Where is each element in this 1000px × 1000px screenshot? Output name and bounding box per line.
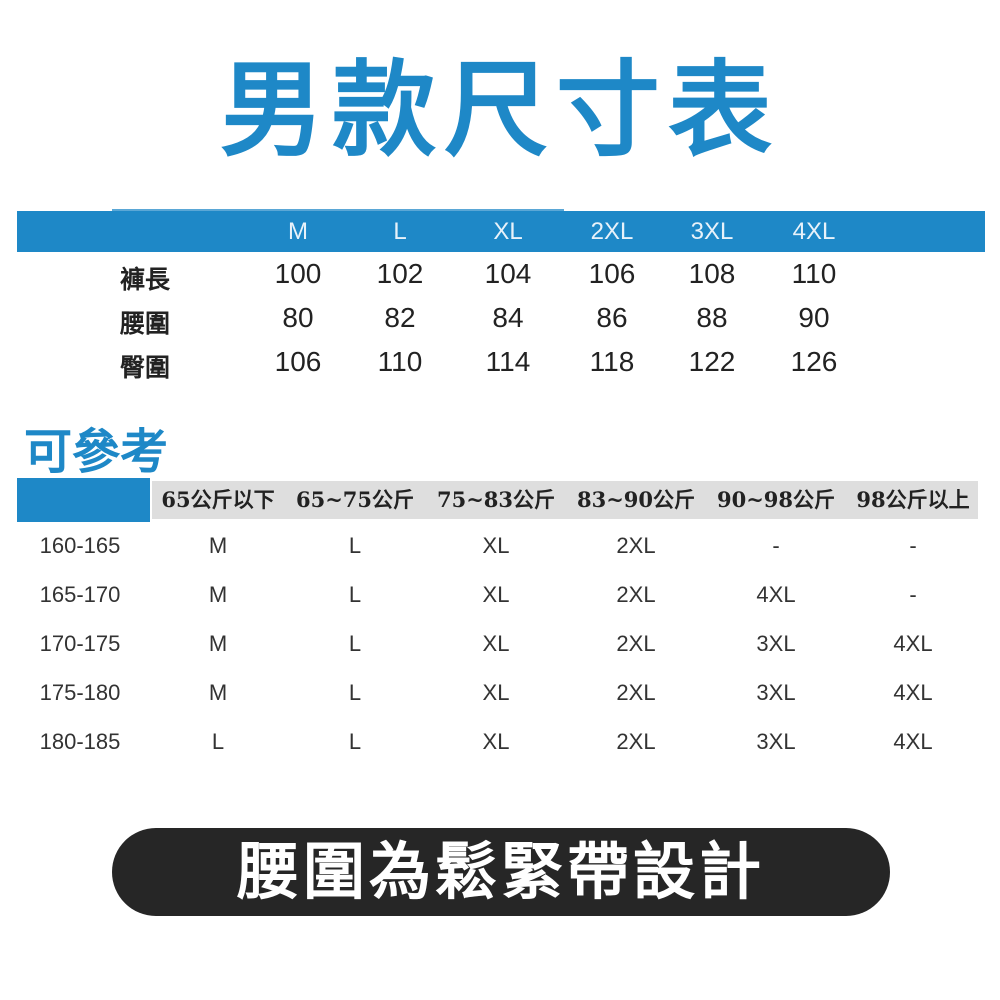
measure-value: 100 bbox=[274, 258, 322, 289]
recommended-size: M bbox=[208, 631, 228, 656]
weight-header-cell: 75~83公斤 bbox=[436, 487, 556, 512]
recommended-size: L bbox=[348, 533, 362, 558]
height-label: 180-185 bbox=[39, 729, 121, 754]
size-header-cell: L bbox=[393, 218, 407, 245]
recommended-size: L bbox=[348, 631, 362, 656]
height-label: 170-175 bbox=[39, 631, 121, 656]
reference-title: 可參考 bbox=[24, 424, 169, 480]
measure-value: 110 bbox=[791, 258, 837, 289]
measure-value: 84 bbox=[492, 302, 524, 333]
size-header-cell: 3XL bbox=[690, 218, 734, 245]
measure-value: 86 bbox=[596, 302, 628, 333]
measure-value: 102 bbox=[376, 258, 424, 289]
page-title: 男款尺寸表 bbox=[219, 49, 780, 171]
recommended-size: L bbox=[348, 729, 362, 754]
measure-value: 106 bbox=[588, 258, 636, 289]
recommended-size: - bbox=[909, 582, 917, 607]
recommended-size: 2XL bbox=[616, 533, 656, 558]
measure-label: 臀圍 bbox=[119, 353, 170, 382]
measure-value: 108 bbox=[688, 258, 736, 289]
header-bar-accent bbox=[112, 209, 564, 212]
recommended-size: 3XL bbox=[756, 680, 796, 705]
recommended-size: M bbox=[208, 582, 228, 607]
weight-header-cell: 90~98公斤 bbox=[716, 487, 836, 512]
weight-header-cell: 83~90公斤 bbox=[576, 487, 696, 512]
recommended-size: 3XL bbox=[756, 729, 796, 754]
recommended-size: M bbox=[208, 680, 228, 705]
size-header-cell: 2XL bbox=[590, 218, 634, 245]
measure-value: 90 bbox=[798, 302, 830, 333]
weight-header-cell: 98公斤以上 bbox=[856, 487, 970, 512]
measure-value: 88 bbox=[696, 302, 728, 333]
measure-value: 114 bbox=[485, 346, 531, 377]
recommended-size: 4XL bbox=[893, 631, 933, 656]
recommended-size: 2XL bbox=[616, 729, 656, 754]
recommended-size: L bbox=[348, 680, 362, 705]
measure-label: 腰圍 bbox=[119, 309, 170, 338]
height-label: 175-180 bbox=[39, 680, 121, 705]
measure-value: 106 bbox=[274, 346, 322, 377]
measure-value: 80 bbox=[282, 302, 314, 333]
recommended-size: 2XL bbox=[616, 631, 656, 656]
height-label: 160-165 bbox=[39, 533, 121, 558]
size-header-bar: M L XL 2XL 3XL 4XL bbox=[17, 211, 985, 252]
size-header-cell: XL bbox=[493, 218, 523, 245]
size-header-cell: 4XL bbox=[792, 218, 836, 245]
weight-header-cell: 65公斤以下 bbox=[161, 487, 275, 512]
reference-corner-block bbox=[17, 478, 150, 522]
measure-value: 122 bbox=[688, 346, 736, 377]
recommended-size: XL bbox=[482, 680, 510, 705]
recommended-size: - bbox=[772, 533, 780, 558]
measure-value: 110 bbox=[377, 346, 423, 377]
measure-value: 126 bbox=[790, 346, 838, 377]
height-label: 165-170 bbox=[39, 582, 121, 607]
recommended-size: 3XL bbox=[756, 631, 796, 656]
recommended-size: - bbox=[909, 533, 917, 558]
recommended-size: XL bbox=[482, 582, 510, 607]
measure-label: 褲長 bbox=[119, 265, 170, 294]
measure-value: 82 bbox=[384, 302, 416, 333]
recommended-size: M bbox=[208, 533, 228, 558]
recommended-size: 2XL bbox=[616, 582, 656, 607]
recommended-size: XL bbox=[482, 533, 510, 558]
recommended-size: 4XL bbox=[893, 729, 933, 754]
recommended-size: L bbox=[348, 582, 362, 607]
measure-value: 118 bbox=[589, 346, 635, 377]
recommended-size: 4XL bbox=[756, 582, 796, 607]
recommended-size: 2XL bbox=[616, 680, 656, 705]
recommended-size: XL bbox=[482, 631, 510, 656]
recommended-size: L bbox=[211, 729, 225, 754]
measure-value: 104 bbox=[484, 258, 532, 289]
size-header-cell: M bbox=[288, 218, 308, 245]
waist-note-banner: 腰圍為鬆緊帶設計 bbox=[112, 828, 890, 916]
recommended-size: XL bbox=[482, 729, 510, 754]
weight-header-cell: 65~75公斤 bbox=[295, 487, 415, 512]
weight-header-bar: 65公斤以下 65~75公斤 75~83公斤 83~90公斤 90~98公斤 98公斤以上 bbox=[152, 481, 978, 519]
recommended-size: 4XL bbox=[893, 680, 933, 705]
